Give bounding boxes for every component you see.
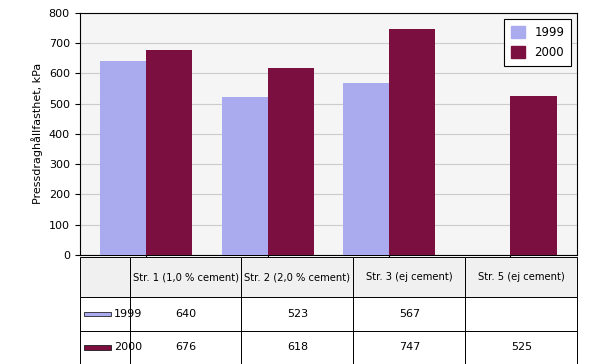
Bar <box>84 345 111 350</box>
Bar <box>130 257 241 297</box>
Text: Str. 2 (2,0 % cement): Str. 2 (2,0 % cement) <box>244 272 350 282</box>
Bar <box>84 312 111 316</box>
Bar <box>511 96 557 255</box>
Text: Str. 3 (ej cement): Str. 3 (ej cement) <box>366 272 453 282</box>
Text: 2000: 2000 <box>114 343 143 352</box>
Bar <box>80 331 130 364</box>
Bar <box>130 297 241 331</box>
Text: Str. 1 (1,0 % cement): Str. 1 (1,0 % cement) <box>133 272 239 282</box>
Bar <box>389 29 435 255</box>
Text: 1999: 1999 <box>114 309 143 319</box>
Bar <box>353 257 465 297</box>
Bar <box>353 331 465 364</box>
Bar <box>241 257 353 297</box>
Bar <box>130 331 241 364</box>
Bar <box>465 257 577 297</box>
Bar <box>267 68 314 255</box>
Text: 747: 747 <box>399 343 420 352</box>
Bar <box>80 297 130 331</box>
Bar <box>221 96 267 255</box>
Text: 640: 640 <box>175 309 196 319</box>
Text: 523: 523 <box>287 309 308 319</box>
Bar <box>100 61 146 255</box>
Bar <box>241 297 353 331</box>
Bar <box>353 297 465 331</box>
Text: 525: 525 <box>511 343 532 352</box>
Bar <box>465 331 577 364</box>
Legend: 1999, 2000: 1999, 2000 <box>504 19 571 66</box>
Text: Str. 5 (ej cement): Str. 5 (ej cement) <box>478 272 565 282</box>
Text: 567: 567 <box>399 309 420 319</box>
Bar <box>343 83 389 255</box>
Bar <box>241 331 353 364</box>
Bar <box>146 50 193 255</box>
Text: 618: 618 <box>287 343 308 352</box>
Bar <box>465 297 577 331</box>
Text: 676: 676 <box>175 343 196 352</box>
Y-axis label: Pressdraghållfasthet, kPa: Pressdraghållfasthet, kPa <box>31 63 43 205</box>
Bar <box>80 257 130 297</box>
